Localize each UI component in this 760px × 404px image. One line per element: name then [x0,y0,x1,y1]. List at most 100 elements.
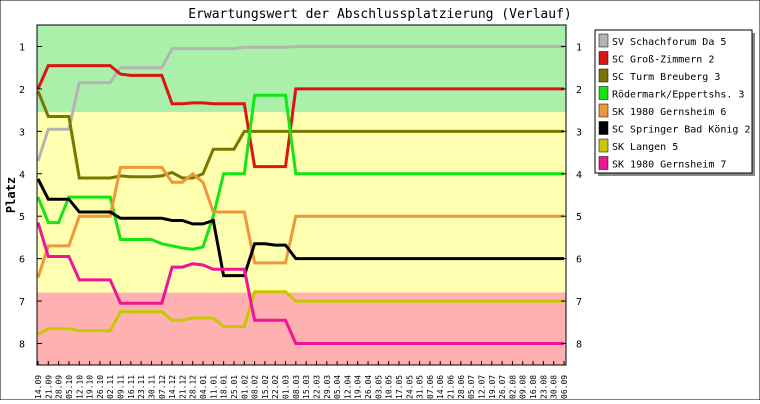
series-line-8 [36,222,564,345]
legend-label-5: SK 1980 Gernsheim 6 [612,107,726,118]
x-tick-label: 12.04 [343,375,352,399]
y-axis-right: 1 2 3 4 5 6 7 8 [561,43,582,351]
legend-label-4: Rödermark/Eppertshs. 3 [612,90,744,101]
y-tick-label-right: 2 [576,85,582,96]
y-tick-label-right: 5 [576,212,582,223]
x-tick-label: 23.08 [539,375,548,399]
x-tick-label: 19.07 [488,375,497,399]
x-tick-label: 31.05 [416,375,425,399]
x-tick-label: 04.01 [199,375,208,399]
x-tick-label: 12.07 [478,375,487,399]
legend-swatch-5 [598,103,609,118]
x-tick-label: 30.11 [148,375,157,399]
x-tick-label: 08.02 [251,375,260,399]
x-tick-label: 07.12 [158,375,167,399]
x-tick-label: 24.05 [405,375,414,399]
x-tick-label: 05.10 [65,375,74,399]
x-tick-label: 07.06 [426,375,435,399]
zone-band-3 [37,292,566,365]
x-tick-label: 28.06 [457,375,466,399]
x-tick-label: 22.03 [313,375,322,399]
series-lines [36,45,564,345]
x-tick-label: 16.11 [127,375,136,399]
x-tick-label: 19.04 [354,375,363,399]
zone-band-2 [37,112,566,293]
x-tick-label: 28.12 [189,375,198,399]
legend-swatch-4 [598,86,609,100]
x-tick-label: 01.03 [282,375,291,399]
x-tick-label: 22.02 [271,375,280,399]
x-tick-label: 05.07 [467,375,476,399]
y-tick-label-left: 2 [19,85,25,96]
x-tick-label: 14.12 [168,375,177,399]
legend-label-6: SC Springer Bad König 2 [612,125,750,136]
legend-label-7: SK Langen 5 [612,142,678,153]
x-tick-label: 29.03 [323,375,332,399]
x-tick-label: 14.06 [436,375,445,399]
legend-label-3: SC Turm Breuberg 3 [612,72,720,83]
x-tick-label: 23.11 [137,375,146,399]
x-tick-label: 09.11 [117,375,126,399]
series-line-7 [37,290,564,336]
y-tick-label-left: 7 [19,297,25,308]
y-tick-label-right: 1 [576,43,582,54]
x-tick-label: 02.08 [508,375,517,399]
x-tick-label: 14.09 [34,375,43,399]
y-tick-label-left: 8 [19,340,25,351]
y-tick-label-left: 5 [19,212,25,223]
y-tick-label-right: 3 [576,127,582,138]
x-tick-label: 30.08 [550,375,559,399]
x-tick-label: 28.09 [55,375,64,399]
y-tick-label-right: 7 [576,297,582,308]
x-tick-label: 18.01 [220,375,229,399]
y-axis-left: 1 2 3 4 5 6 7 8 [19,43,42,351]
series-line-1 [36,45,564,162]
legend: SV Schachforum Da 5 SC Groß-Zimmern 2 SC T… [594,29,755,176]
x-tick-label: 09.08 [519,375,528,399]
legend-swatch-8 [598,156,609,170]
x-tick-label: 26.07 [498,375,507,399]
place-zones [37,25,566,365]
legend-swatch-2 [598,51,609,65]
x-tick-label: 19.10 [86,375,95,399]
legend-label-2: SC Groß-Zimmern 2 [612,55,714,66]
chart-title: Erwartungswert der Abschlussplatzierung … [188,7,572,22]
x-tick-label: 26.10 [96,375,105,399]
y-tick-label-right: 4 [576,170,582,181]
legend-label-1: SV Schachforum Da 5 [612,37,726,48]
legend-swatch-1 [598,33,609,48]
series-line-2 [36,64,564,169]
x-tick-label: 21.06 [447,375,456,399]
legend-box [594,29,753,174]
x-tick-label: 21.09 [44,375,53,399]
y-tick-label-left: 6 [19,255,25,266]
x-tick-label: 21.12 [178,375,187,399]
legend-label-8: SK 1980 Gernsheim 7 [612,160,726,171]
y-axis-label: Platz [4,177,18,213]
series-line-4 [36,93,564,251]
y-tick-label-left: 1 [19,43,25,54]
legend-swatch-6 [598,121,609,135]
x-tick-label: 25.01 [230,375,239,399]
x-tick-label: 17.05 [395,375,404,399]
x-tick-label: 02.11 [106,375,115,399]
x-tick-label: 26.04 [364,375,373,399]
x-tick-label: 15.02 [261,375,270,399]
x-tick-label: 08.03 [292,375,301,399]
x-tick-label: 05.04 [333,375,342,399]
legend-swatch-7 [598,138,609,153]
x-axis: 14.09 21.09 28.09 05.10 12.10 19.10 26.10 02.11… [34,361,569,399]
x-tick-label: 06.09 [560,375,569,399]
y-tick-label-right: 6 [576,255,582,266]
y-tick-label-right: 8 [576,340,582,351]
x-tick-label: 03.05 [374,375,383,399]
series-line-3 [36,90,564,180]
x-tick-label: 16.08 [529,375,538,399]
x-tick-label: 01.02 [240,375,249,399]
plot-frame [36,24,567,366]
y-tick-label-left: 4 [19,170,25,181]
x-tick-label: 15.03 [302,375,311,399]
x-tick-label: 11.01 [209,375,218,399]
